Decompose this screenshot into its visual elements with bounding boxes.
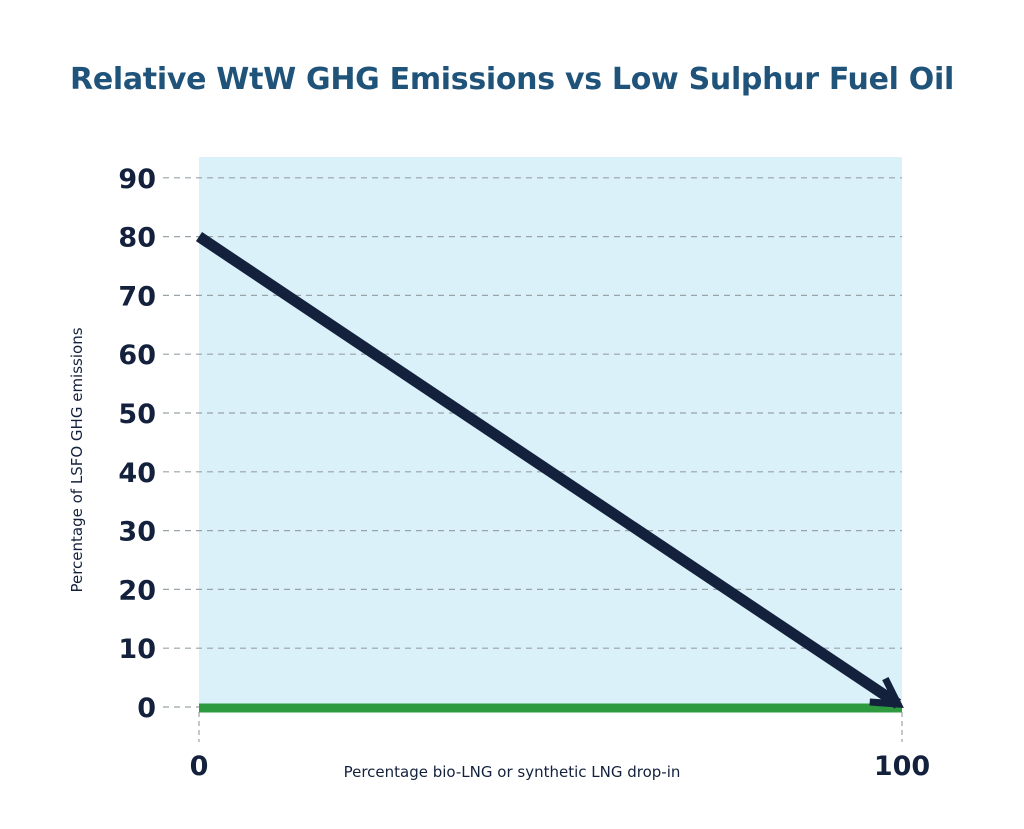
y-tick-label: 90: [118, 164, 156, 195]
y-tick-label: 50: [118, 399, 156, 430]
y-tick-labels: 0 10 20 30 40 50 60 70 80 90: [118, 164, 156, 724]
y-tick-label: 20: [118, 575, 156, 606]
y-tick-label: 80: [118, 223, 156, 254]
chart-title: Relative WtW GHG Emissions vs Low Sulphu…: [70, 62, 954, 97]
y-tick-label: 0: [137, 693, 156, 724]
y-axis-label: Percentage of LSFO GHG emissions: [68, 327, 86, 592]
y-tick-label: 60: [118, 340, 156, 371]
y-tick-label: 10: [118, 634, 156, 665]
x-axis-label: Percentage bio-LNG or synthetic LNG drop…: [344, 763, 681, 781]
x-tick-label: 100: [874, 751, 930, 782]
y-tick-label: 30: [118, 517, 156, 548]
x-tick-labels: 0 100: [190, 751, 931, 782]
series-arrow-emissions: [195, 232, 904, 709]
series: [195, 232, 904, 713]
y-tick-label: 70: [118, 281, 156, 312]
x-tick-label: 0: [190, 751, 209, 782]
y-tick-label: 40: [118, 458, 156, 489]
plot-background: [199, 157, 902, 712]
